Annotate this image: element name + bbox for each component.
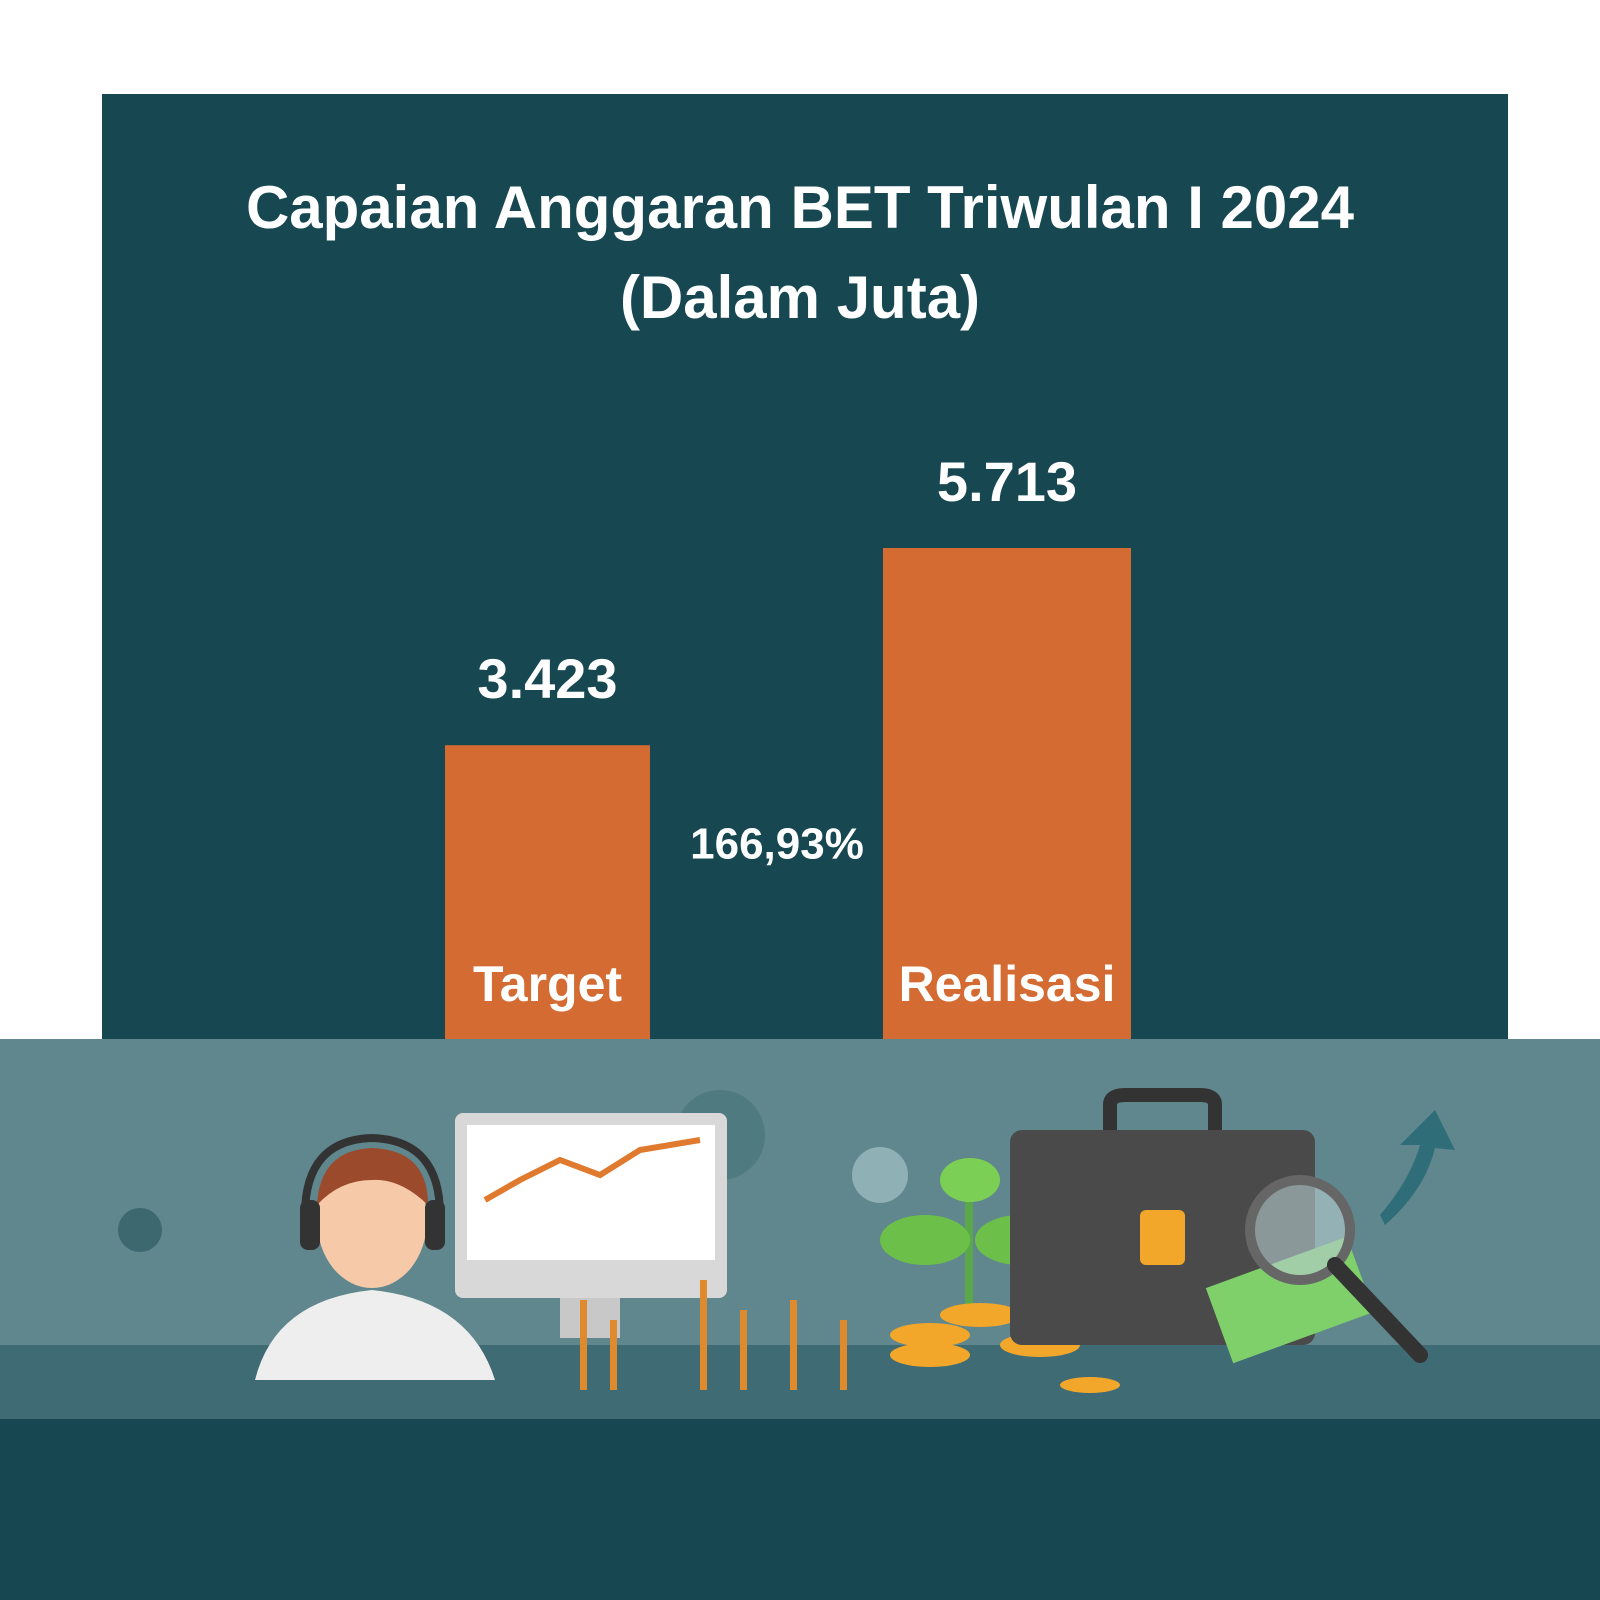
arrow xyxy=(1380,1110,1455,1225)
magnifier xyxy=(1245,1175,1355,1285)
screen-line xyxy=(483,1137,701,1203)
annotation: 166,93% xyxy=(690,820,864,869)
chart-title: Capaian Anggaran BET Triwulan I 2024 xyxy=(246,174,1355,241)
mini-bars xyxy=(580,1280,847,1390)
value-label: 3.423 xyxy=(477,647,617,710)
bar xyxy=(883,548,1131,1040)
headset xyxy=(425,1200,445,1250)
gear xyxy=(852,1147,908,1203)
floor-strip xyxy=(0,1345,1600,1419)
mini-bar xyxy=(790,1300,797,1390)
mini-bar xyxy=(700,1280,707,1390)
gear xyxy=(118,1208,162,1252)
person-hair xyxy=(317,1148,428,1205)
person-body xyxy=(255,1290,495,1380)
briefcase-lock xyxy=(1140,1210,1185,1265)
chart-subtitle: (Dalam Juta) xyxy=(620,264,980,331)
bars: 3.423 Target 5.713 Realisasi xyxy=(445,450,1131,1040)
bar xyxy=(445,745,650,1040)
coin xyxy=(890,1323,970,1347)
headset xyxy=(300,1200,320,1250)
footer-band xyxy=(0,1419,1600,1600)
mini-bar xyxy=(580,1300,587,1390)
mini-bar xyxy=(610,1320,617,1390)
person-head xyxy=(317,1152,427,1288)
magnifier-handle xyxy=(1327,1257,1428,1363)
leaf xyxy=(940,1158,1000,1202)
illustration xyxy=(0,1039,1600,1600)
mini-bar xyxy=(840,1320,847,1390)
plant-stem xyxy=(965,1195,973,1305)
chart-panel xyxy=(102,94,1508,1054)
category-label: Target xyxy=(473,956,622,1012)
coin xyxy=(1060,1377,1120,1393)
leaf xyxy=(880,1215,970,1265)
headset xyxy=(301,1133,444,1216)
category-label: Realisasi xyxy=(899,956,1116,1012)
coin xyxy=(940,1303,1020,1327)
coin xyxy=(890,1343,970,1367)
briefcase-handle xyxy=(1103,1088,1222,1130)
monitor-screen xyxy=(467,1125,715,1260)
mini-bar xyxy=(740,1310,747,1390)
value-label: 5.713 xyxy=(937,450,1077,513)
